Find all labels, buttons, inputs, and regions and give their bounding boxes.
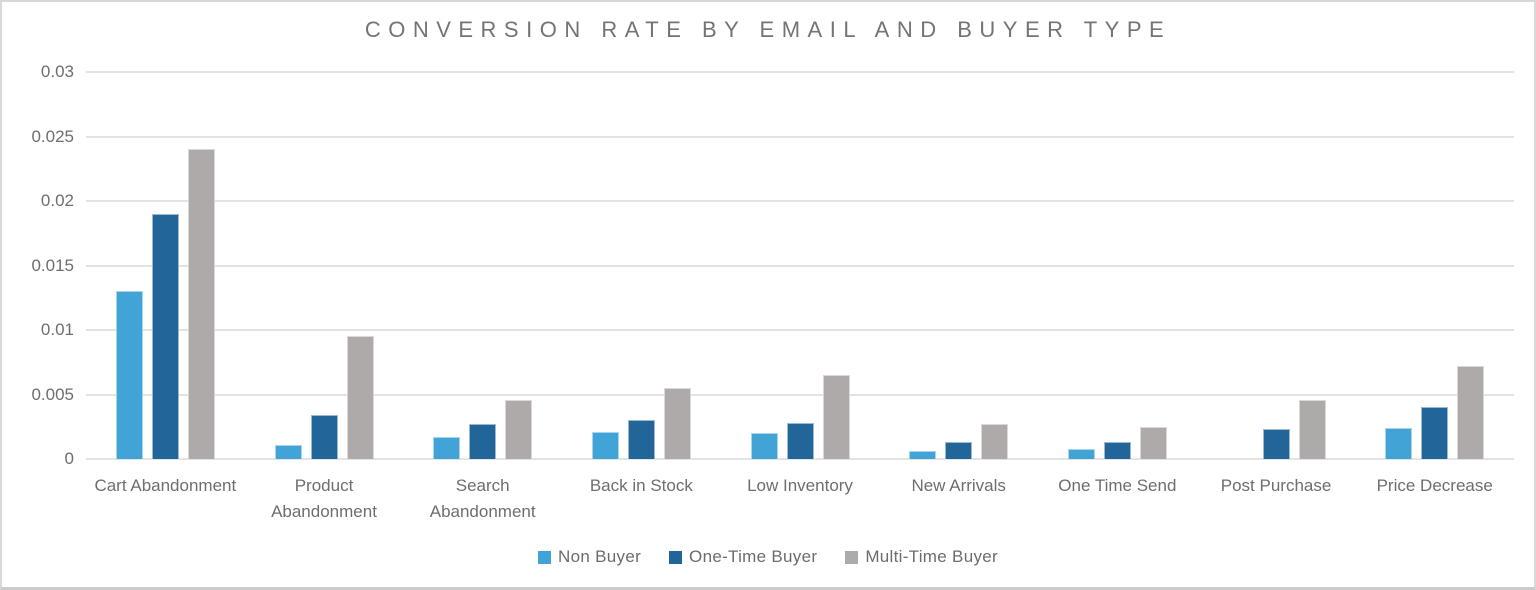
bar: [1103, 442, 1131, 459]
legend-label: Non Buyer: [558, 547, 642, 566]
bar: [151, 213, 179, 459]
legend-swatch: [669, 550, 683, 564]
x-axis-category-label: Price Decrease: [1376, 476, 1493, 495]
legend-swatch: [538, 550, 552, 564]
bar-group: [245, 72, 404, 459]
x-axis-category-label: Search Abandonment: [429, 476, 536, 521]
legend: Non Buyer One-Time Buyer Multi-Time Buyer: [2, 547, 1534, 567]
bar: [1457, 366, 1485, 459]
bar-group: [1355, 72, 1514, 459]
legend-item[interactable]: Non Buyer: [538, 547, 641, 567]
bar-group: [721, 72, 880, 459]
bar: [1385, 428, 1413, 459]
plot-area: [86, 71, 1514, 460]
bar: [822, 375, 850, 459]
bar-group: [562, 72, 721, 459]
legend-item[interactable]: Multi-Time Buyer: [845, 547, 998, 567]
y-axis-tick-label: 0.025: [31, 126, 74, 146]
chart-title: CONVERSION RATE BY EMAIL AND BUYER TYPE: [364, 17, 1172, 42]
y-axis-tick-label: 0.005: [31, 384, 74, 404]
bar: [909, 451, 937, 459]
bar-group: [879, 72, 1038, 459]
bar: [981, 424, 1009, 459]
bar: [274, 444, 302, 459]
bar: [1421, 407, 1449, 459]
bar: [433, 437, 461, 459]
y-axis-tick-label: 0.02: [40, 191, 74, 210]
bar: [310, 415, 338, 459]
y-axis-tick-label: 0: [64, 449, 74, 468]
bar: [1139, 426, 1167, 459]
bar-group: [1038, 72, 1197, 459]
y-axis-tick-label: 0.01: [40, 320, 74, 339]
bar: [627, 420, 655, 459]
legend-item[interactable]: One-Time Buyer: [669, 547, 817, 567]
legend-label: One-Time Buyer: [689, 547, 818, 566]
x-axis-category-label: Cart Abandonment: [94, 476, 237, 495]
gridline: [86, 200, 1514, 202]
bar-group: [1197, 72, 1356, 459]
gridline: [86, 393, 1514, 396]
bar-group: [403, 72, 562, 459]
y-axis: 0 0.005 0.01 0.015 0.02 0.025 0.03: [2, 62, 74, 468]
bar-group: [86, 72, 245, 459]
bar-groups: [86, 72, 1514, 459]
y-axis-tick-label: 0.03: [40, 62, 74, 81]
gridline: [86, 135, 1514, 138]
bar: [187, 149, 215, 459]
x-axis-category-label: Low Inventory: [747, 476, 853, 495]
bar: [663, 388, 691, 459]
bar: [786, 422, 814, 459]
x-axis-category-label: Post Purchase: [1220, 476, 1332, 495]
y-axis-tick-label: 0.015: [31, 255, 74, 275]
bar: [115, 291, 143, 459]
x-axis-category-label: Back in Stock: [589, 476, 693, 495]
legend-swatch: [845, 550, 859, 564]
x-axis-category-label: One Time Send: [1058, 476, 1177, 495]
bar: [945, 442, 973, 459]
bar: [469, 424, 497, 459]
legend-label: Multi-Time Buyer: [865, 547, 998, 566]
x-axis: Cart Abandonment Product Abandonment Searc…: [86, 473, 1514, 525]
bar: [505, 399, 533, 459]
bar: [346, 336, 374, 459]
gridline: [86, 264, 1514, 267]
x-axis-category-label: New Arrivals: [911, 476, 1006, 495]
gridline: [86, 329, 1514, 331]
bar: [1262, 429, 1290, 459]
bar: [1298, 399, 1326, 459]
x-axis-category-label: Product Abandonment: [271, 476, 377, 521]
gridline: [86, 71, 1514, 73]
bar: [591, 431, 619, 459]
bar: [1067, 448, 1095, 459]
gridline: [86, 458, 1514, 460]
bar: [750, 433, 778, 459]
